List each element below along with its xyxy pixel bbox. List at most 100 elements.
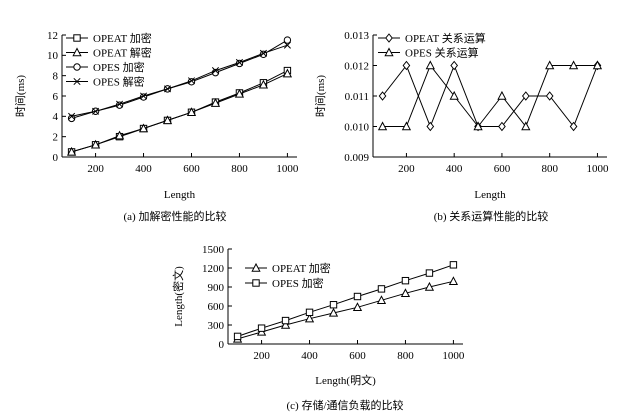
x-axis-label: Length(明文) [315, 373, 376, 387]
data-point [114, 130, 125, 140]
data-point [378, 91, 387, 101]
legend-marker [252, 279, 260, 287]
data-point [425, 60, 435, 70]
data-point [211, 67, 220, 75]
chart-panel-2: 0.009 0.010 0.011 0.012 0.013 200 400 600 800 100… [314, 30, 609, 223]
y-tick-label: 600 [208, 301, 225, 313]
x-tick-label: 400 [446, 163, 463, 175]
y-axis-label: Length(密文) [171, 266, 185, 327]
x-axis-label: Length [164, 189, 196, 201]
y-tick-label: 300 [208, 320, 225, 332]
legend-label: OPES 解密 [93, 75, 145, 89]
data-point [328, 307, 339, 317]
x-tick-label: 600 [349, 350, 366, 362]
panel-caption: (a) 加解密性能的比较 [124, 209, 227, 223]
legend-label: OPEAT 加密 [93, 31, 152, 45]
y-tick-label: 1200 [202, 263, 225, 275]
data-point [235, 58, 244, 67]
data-point [401, 276, 410, 285]
data-point [187, 77, 196, 85]
data-point [377, 121, 388, 131]
data-point [424, 281, 435, 291]
x-tick-label: 1000 [276, 163, 299, 175]
x-tick-label: 200 [253, 350, 270, 362]
x-axis-label: Length [474, 189, 506, 201]
data-point [66, 146, 77, 156]
data-point [450, 60, 459, 71]
data-point [448, 276, 459, 285]
data-point [400, 288, 411, 298]
y-tick-label: 0 [53, 152, 59, 164]
data-point [67, 114, 76, 123]
data-point [545, 91, 554, 101]
y-axis-label: 时间(ms) [314, 75, 327, 117]
data-point [401, 121, 412, 131]
data-point [569, 121, 578, 132]
data-point [497, 90, 507, 100]
legend-label: OPES 加密 [93, 60, 145, 74]
series-2 [66, 68, 293, 156]
y-axis-label: 时间(ms) [14, 75, 27, 117]
x-tick-label: 400 [301, 350, 318, 362]
legend-marker [251, 262, 261, 272]
data-point [163, 85, 172, 93]
y-tick-label: 0.009 [344, 152, 369, 164]
data-point [473, 121, 483, 131]
legend-marker [72, 47, 82, 57]
data-point [592, 60, 603, 70]
series-1 [378, 60, 602, 132]
y-tick-label: 4 [53, 111, 59, 123]
data-point [521, 91, 530, 101]
data-point [281, 316, 290, 325]
data-point [304, 313, 315, 323]
x-tick-label: 800 [397, 350, 414, 362]
data-point [425, 269, 434, 277]
y-tick-label: 8 [53, 70, 59, 82]
y-tick-label: 0.013 [344, 30, 369, 42]
legend-label: OPES 加密 [272, 276, 324, 290]
data-point [283, 41, 291, 49]
data-point [92, 107, 100, 115]
data-point [329, 301, 338, 309]
y-tick-label: 0 [219, 339, 225, 351]
x-tick-label: 800 [231, 163, 248, 175]
series-2 [377, 60, 603, 131]
y-tick-label: 2 [53, 131, 59, 143]
data-point [353, 292, 362, 301]
series-3 [67, 36, 292, 123]
y-tick-label: 0.011 [345, 91, 369, 103]
series-line [237, 264, 454, 337]
data-point [259, 49, 267, 57]
data-point [352, 302, 363, 311]
x-tick-label: 200 [87, 163, 104, 175]
panel-caption: (c) 存储/通信负载的比较 [286, 398, 403, 412]
series-line [71, 44, 288, 117]
y-tick-label: 0.012 [344, 60, 369, 72]
data-point [257, 324, 266, 332]
series-line [237, 280, 454, 340]
series-line [382, 64, 598, 128]
data-point [234, 88, 245, 98]
data-point [449, 261, 458, 269]
x-tick-label: 600 [494, 163, 511, 175]
y-tick-label: 12 [47, 30, 58, 42]
data-point [258, 79, 269, 89]
data-point [186, 107, 197, 116]
legend-label: OPES 关系运算 [405, 46, 479, 60]
legend-marker [73, 34, 81, 42]
chart-panel-3: 0 300 600 900 1200 1500 200 400 600 800 1000 Length… [171, 244, 465, 412]
data-point [521, 121, 531, 131]
data-point [376, 295, 387, 304]
data-point [498, 121, 506, 132]
legend-marker [73, 77, 81, 86]
panel-caption: (b) 关系运算性能的比较 [434, 209, 549, 223]
x-tick-label: 400 [135, 163, 152, 175]
data-point [283, 36, 292, 44]
data-point [449, 90, 459, 100]
x-tick-label: 600 [183, 163, 200, 175]
series-2 [233, 261, 458, 341]
legend-marker [384, 47, 394, 57]
